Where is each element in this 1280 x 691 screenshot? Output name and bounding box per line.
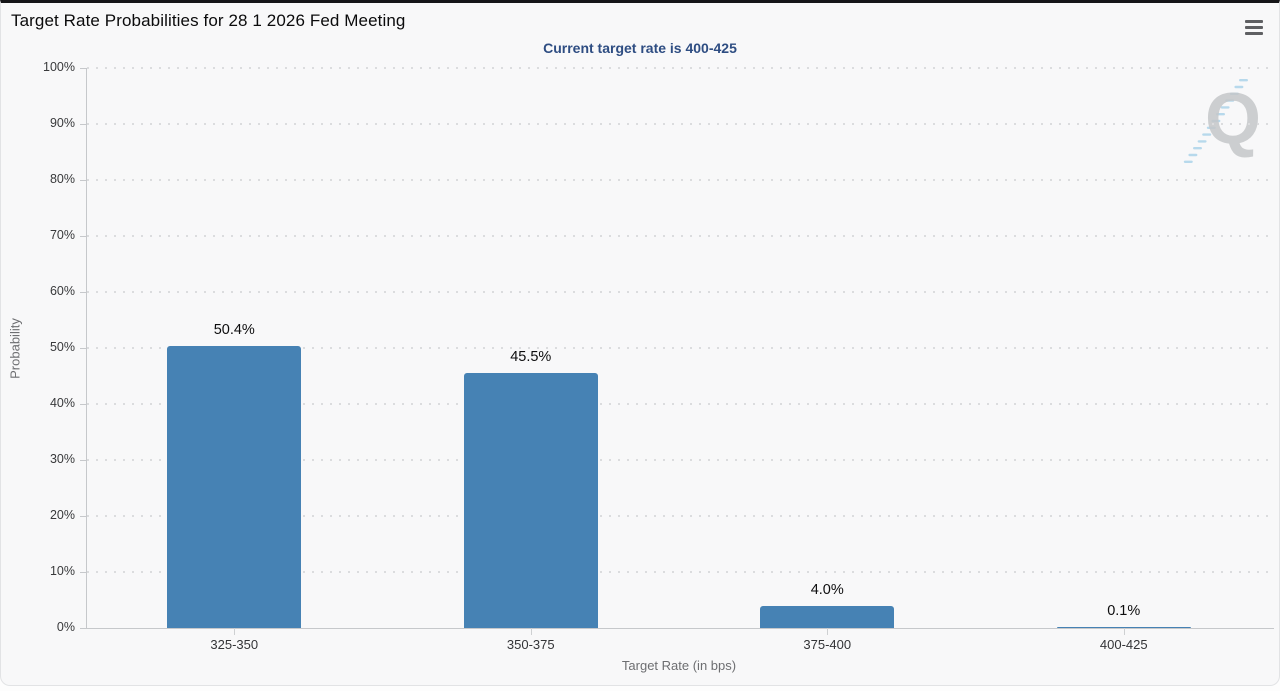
y-axis-tick <box>80 460 86 461</box>
y-axis-tick-label: 0% <box>56 620 75 634</box>
chart-context-menu-button[interactable] <box>1241 16 1267 38</box>
gridline <box>87 459 1272 461</box>
bar-value-label: 4.0% <box>810 581 844 598</box>
y-axis-tick <box>80 180 86 181</box>
y-axis-tick-label: 60% <box>49 284 75 298</box>
y-axis-tick <box>80 68 86 69</box>
watermark-hatch-icon <box>1183 79 1248 163</box>
probability-bar[interactable] <box>760 605 895 628</box>
y-axis-tick-label: 50% <box>49 340 75 354</box>
x-axis-category-label: 400-425 <box>1099 637 1148 652</box>
y-axis-tick <box>80 348 86 349</box>
gridline <box>87 179 1272 181</box>
gridline <box>87 515 1272 517</box>
probability-bar[interactable] <box>463 373 598 628</box>
quikstrike-watermark: Q <box>1177 75 1263 167</box>
chart-subtitle: Current target rate is 400-425 <box>543 40 737 56</box>
y-axis-tick-label: 10% <box>49 564 75 578</box>
y-axis-tick-label: 90% <box>49 116 75 130</box>
probability-bar[interactable] <box>1056 627 1191 628</box>
gridline <box>87 347 1272 349</box>
y-axis-tick-label: 70% <box>49 228 75 242</box>
chart-title: Target Rate Probabilities for 28 1 2026 … <box>11 11 406 30</box>
gridline <box>87 291 1272 293</box>
y-axis-tick-label: 40% <box>49 396 75 410</box>
hamburger-icon <box>1245 25 1263 29</box>
gridline <box>87 235 1272 237</box>
x-axis-title: Target Rate (in bps) <box>621 658 737 673</box>
x-axis-tick <box>530 628 532 635</box>
y-axis-line <box>86 68 87 628</box>
x-axis-tick <box>827 628 829 635</box>
x-axis-tick <box>234 628 236 635</box>
y-axis-tick-label: 30% <box>49 452 75 466</box>
bar-value-label: 50.4% <box>213 321 255 338</box>
y-axis-tick-label: 100% <box>43 60 75 74</box>
y-axis-tick <box>80 404 86 405</box>
x-axis-line <box>86 628 1274 629</box>
gridline <box>87 403 1272 405</box>
probability-bar[interactable] <box>167 345 302 628</box>
y-axis-tick <box>80 292 86 293</box>
gridline <box>87 67 1272 69</box>
x-axis-category-label: 325-350 <box>210 637 259 652</box>
hamburger-icon <box>1245 31 1263 35</box>
x-axis-tick <box>1123 628 1125 635</box>
y-axis-tick <box>80 572 86 573</box>
q-logo-icon: Q <box>1204 79 1261 159</box>
y-axis-tick <box>80 124 86 125</box>
y-axis-tick <box>80 236 86 237</box>
y-axis-tick <box>80 516 86 517</box>
gridline <box>87 571 1272 573</box>
bar-value-label: 45.5% <box>510 349 552 366</box>
gridline <box>87 123 1272 125</box>
hamburger-icon <box>1245 19 1263 23</box>
y-axis-tick <box>80 628 86 629</box>
x-axis-category-label: 350-375 <box>506 637 555 652</box>
y-axis-tick-label: 20% <box>49 508 75 522</box>
x-axis-category-label: 375-400 <box>803 637 852 652</box>
y-axis-tick-label: 80% <box>49 172 75 186</box>
bar-value-label: 0.1% <box>1107 603 1141 620</box>
